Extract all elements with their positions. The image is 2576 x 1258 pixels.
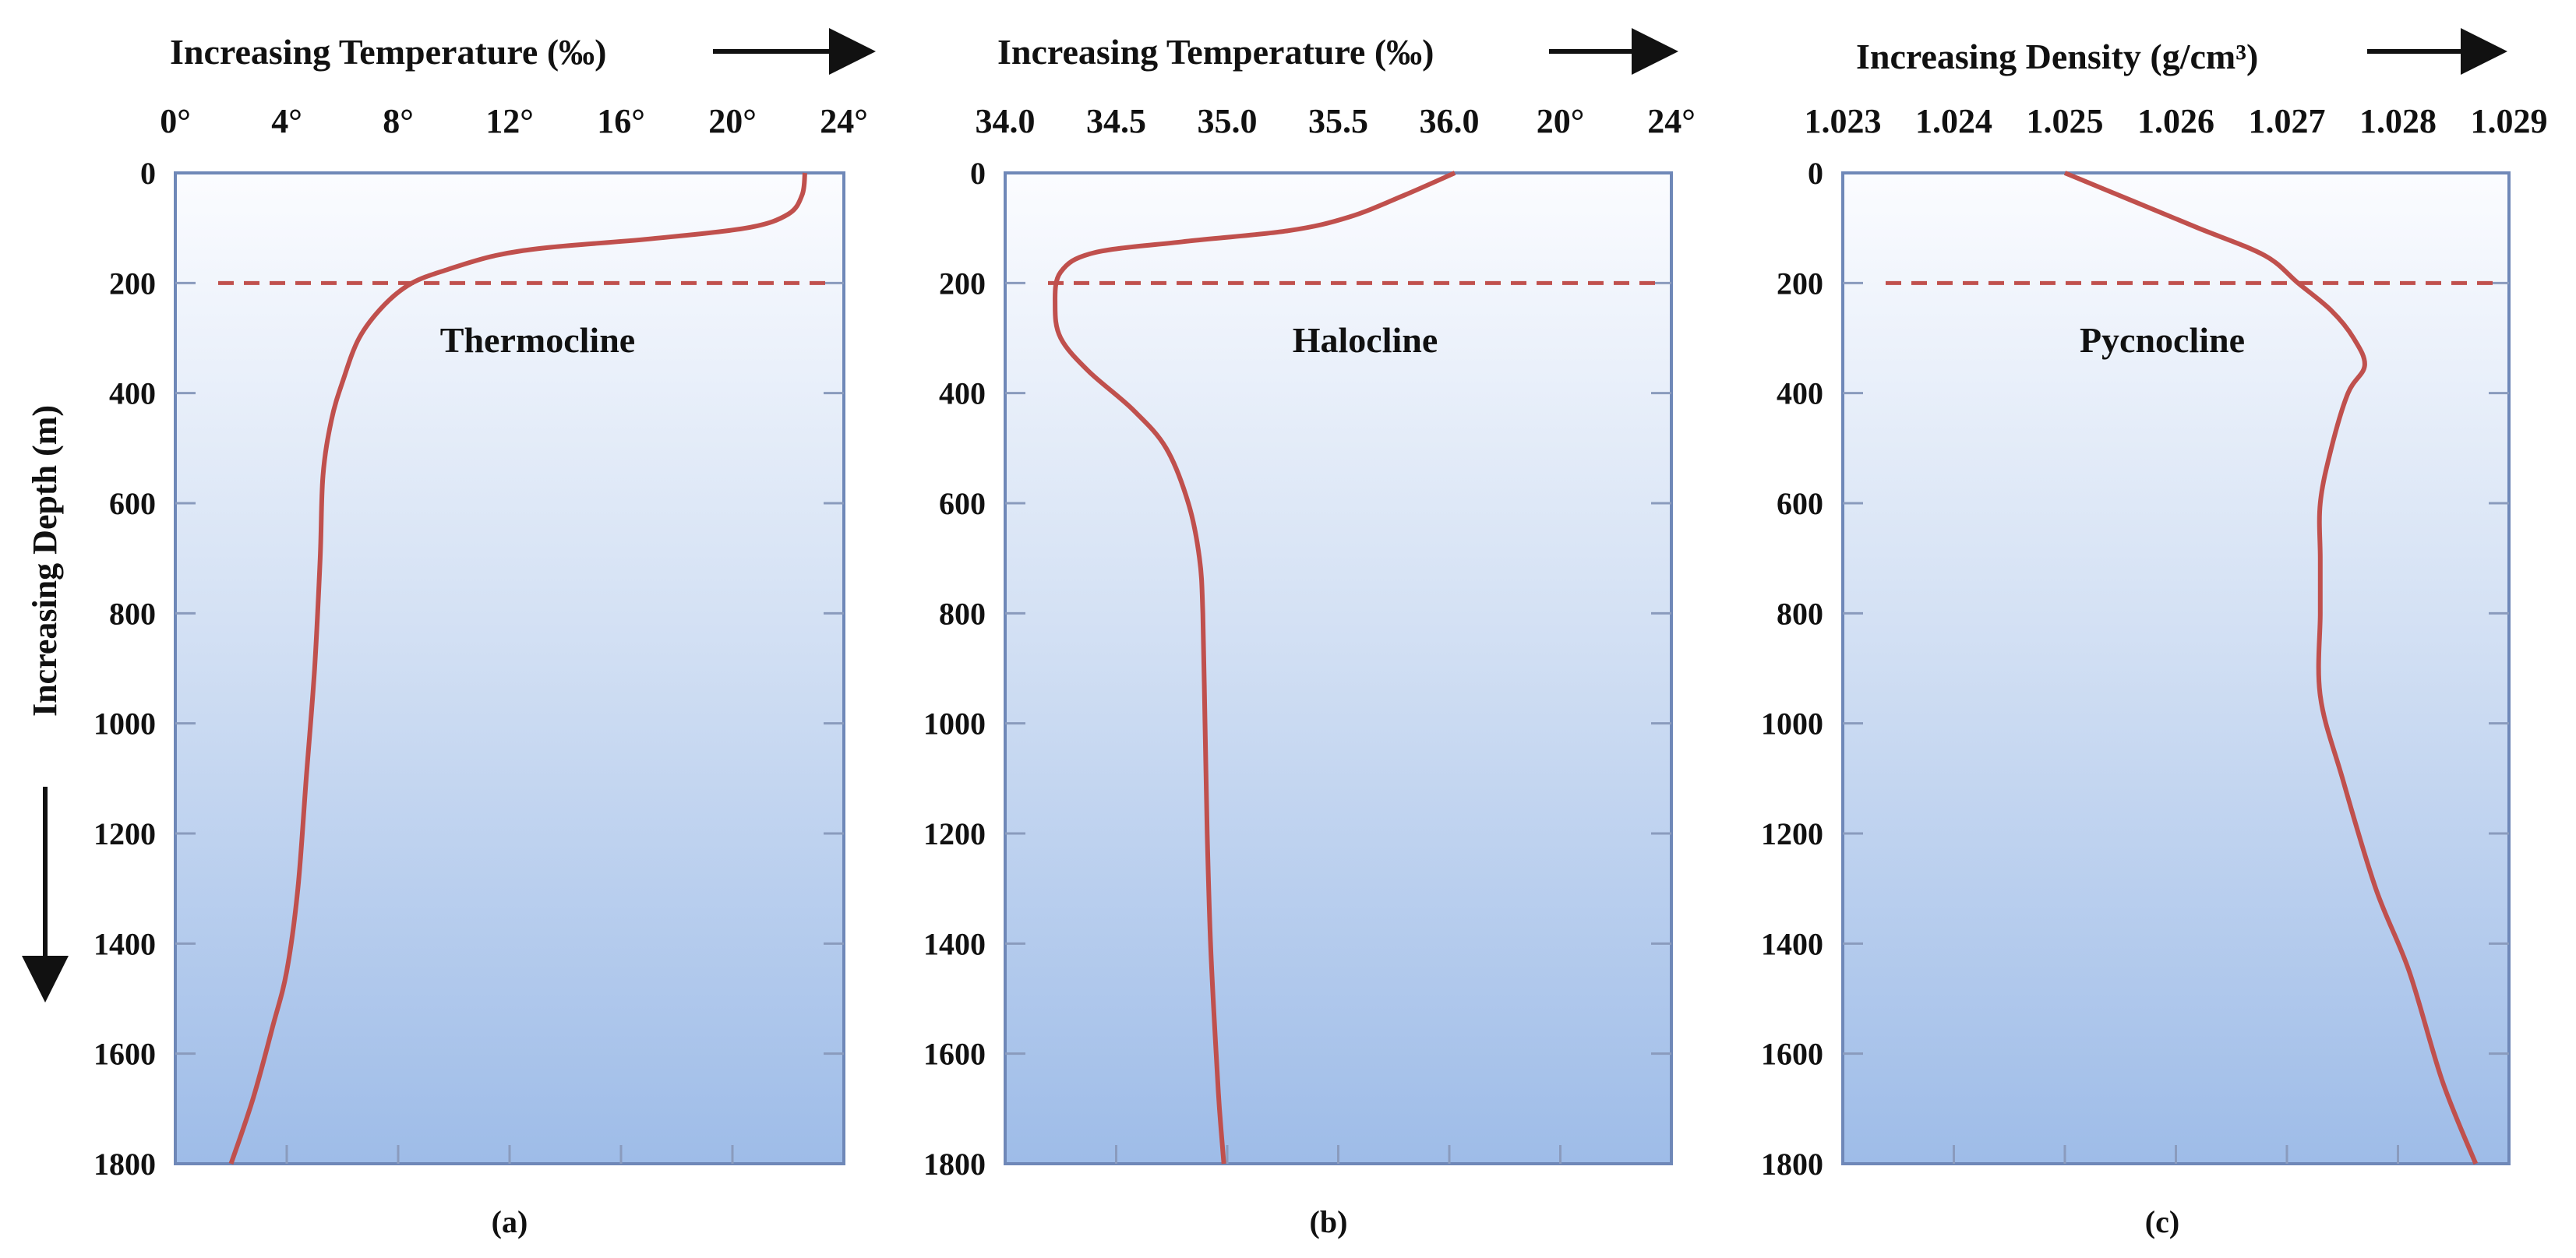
panel-b-background	[1004, 171, 1673, 1165]
depth-tick-label: 400	[939, 376, 986, 411]
x-tick-label: 1.024	[1915, 102, 1992, 140]
panel-c-density-curve	[2063, 171, 2479, 1165]
panel-a: 0 200 400 600 800 1000 1200 1400 1600 1800 0° 4° 8°…	[94, 28, 876, 1239]
x-tick-label: 1.029	[2471, 102, 2548, 140]
depth-tick-label: 1200	[94, 816, 156, 851]
depth-tick-label: 400	[109, 376, 156, 411]
depth-tick-label: 1000	[1761, 707, 1823, 742]
depth-tick-label: 1400	[94, 926, 156, 961]
x-tick-label: 20°	[708, 102, 757, 140]
depth-tick-label: 1600	[1761, 1037, 1823, 1072]
panel-a-zone-label: Thermocline	[440, 320, 635, 360]
panel-a-axis-title: Increasing Temperature (‰)	[170, 32, 607, 72]
x-tick-label: 16°	[597, 102, 645, 140]
depth-tick-label: 600	[1777, 486, 1823, 521]
depth-tick-label: 800	[939, 596, 986, 631]
x-tick-label: 35.5	[1308, 102, 1368, 140]
x-tick-label: 34.0	[976, 102, 1036, 140]
depth-tick-label: 1200	[923, 816, 986, 851]
depth-tick-label: 1800	[923, 1147, 986, 1182]
panel-a-depth-ticks: 0 200 400 600 800 1000 1200 1400 1600 1800	[94, 156, 844, 1182]
x-tick-label: 24°	[1647, 102, 1696, 140]
x-tick-label: 0°	[160, 102, 191, 140]
y-axis-label: Increasing Depth (m)	[26, 405, 64, 717]
panel-c-caption: (c)	[2145, 1204, 2179, 1239]
depth-tick-label: 400	[1777, 376, 1823, 411]
x-tick-label: 1.028	[2359, 102, 2437, 140]
panel-c-depth-ticks: 0 200 400 600 800 1000 1200 1400 1600 1800	[1761, 156, 2509, 1182]
panel-a-x-ticks: 0° 4° 8° 12° 16° 20° 24°	[160, 102, 868, 1164]
depth-tick-label: 1800	[94, 1147, 156, 1182]
panel-b-depth-ticks: 0 200 400 600 800 1000 1200 1400 1600 1800	[923, 156, 1671, 1182]
panel-c-x-ticks: 1.023 1.024 1.025 1.026 1.027 1.028 1.029	[1805, 102, 2548, 1164]
panel-b-zone-label: Halocline	[1293, 320, 1438, 360]
panel-b-axis-title: Increasing Temperature (‰)	[997, 32, 1434, 72]
depth-tick-label: 800	[1777, 596, 1823, 631]
x-tick-label: 20°	[1537, 102, 1585, 140]
panel-c-background	[1841, 171, 2511, 1165]
depth-tick-label: 0	[970, 156, 986, 191]
depth-tick-label: 1000	[94, 707, 156, 742]
x-tick-label: 36.0	[1420, 102, 1480, 140]
panel-c-zone-label: Pycnocline	[2080, 320, 2245, 360]
depth-tick-label: 1200	[1761, 816, 1823, 851]
panel-a-temperature-curve	[228, 172, 807, 1165]
depth-tick-label: 600	[939, 486, 986, 521]
x-tick-label: 1.023	[1805, 102, 1882, 140]
x-tick-label: 1.027	[2249, 102, 2326, 140]
x-tick-label: 1.025	[2027, 102, 2104, 140]
x-tick-label: 35.0	[1198, 102, 1258, 140]
panel-b-caption: (b)	[1310, 1204, 1348, 1239]
x-tick-label: 4°	[271, 102, 302, 140]
depth-tick-label: 1600	[94, 1037, 156, 1072]
x-tick-label: 24°	[820, 102, 868, 140]
depth-tick-label: 200	[939, 266, 986, 301]
depth-tick-label: 1400	[923, 926, 986, 961]
depth-tick-label: 0	[1808, 156, 1823, 191]
x-tick-label: 1.026	[2137, 102, 2214, 140]
depth-tick-label: 200	[1777, 266, 1823, 301]
depth-axis-label-group: Increasing Depth (m)	[22, 405, 69, 1003]
x-tick-label: 8°	[383, 102, 414, 140]
depth-tick-label: 800	[109, 596, 156, 631]
x-tick-label: 34.5	[1086, 102, 1146, 140]
panel-b-salinity-curve	[1053, 171, 1456, 1165]
x-tick-label: 12°	[485, 102, 534, 140]
panel-b-x-ticks: 34.0 34.5 35.0 35.5 36.0 20° 24°	[976, 102, 1696, 1164]
depth-tick-label: 1400	[1761, 926, 1823, 961]
depth-tick-label: 200	[109, 266, 156, 301]
depth-tick-label: 1600	[923, 1037, 986, 1072]
depth-tick-label: 0	[140, 156, 156, 191]
panel-a-caption: (a)	[492, 1204, 528, 1239]
depth-tick-label: 600	[109, 486, 156, 521]
depth-tick-label: 1800	[1761, 1147, 1823, 1182]
panel-c-axis-title: Increasing Density (g/cm³)	[1856, 37, 2258, 76]
depth-tick-label: 1000	[923, 707, 986, 742]
